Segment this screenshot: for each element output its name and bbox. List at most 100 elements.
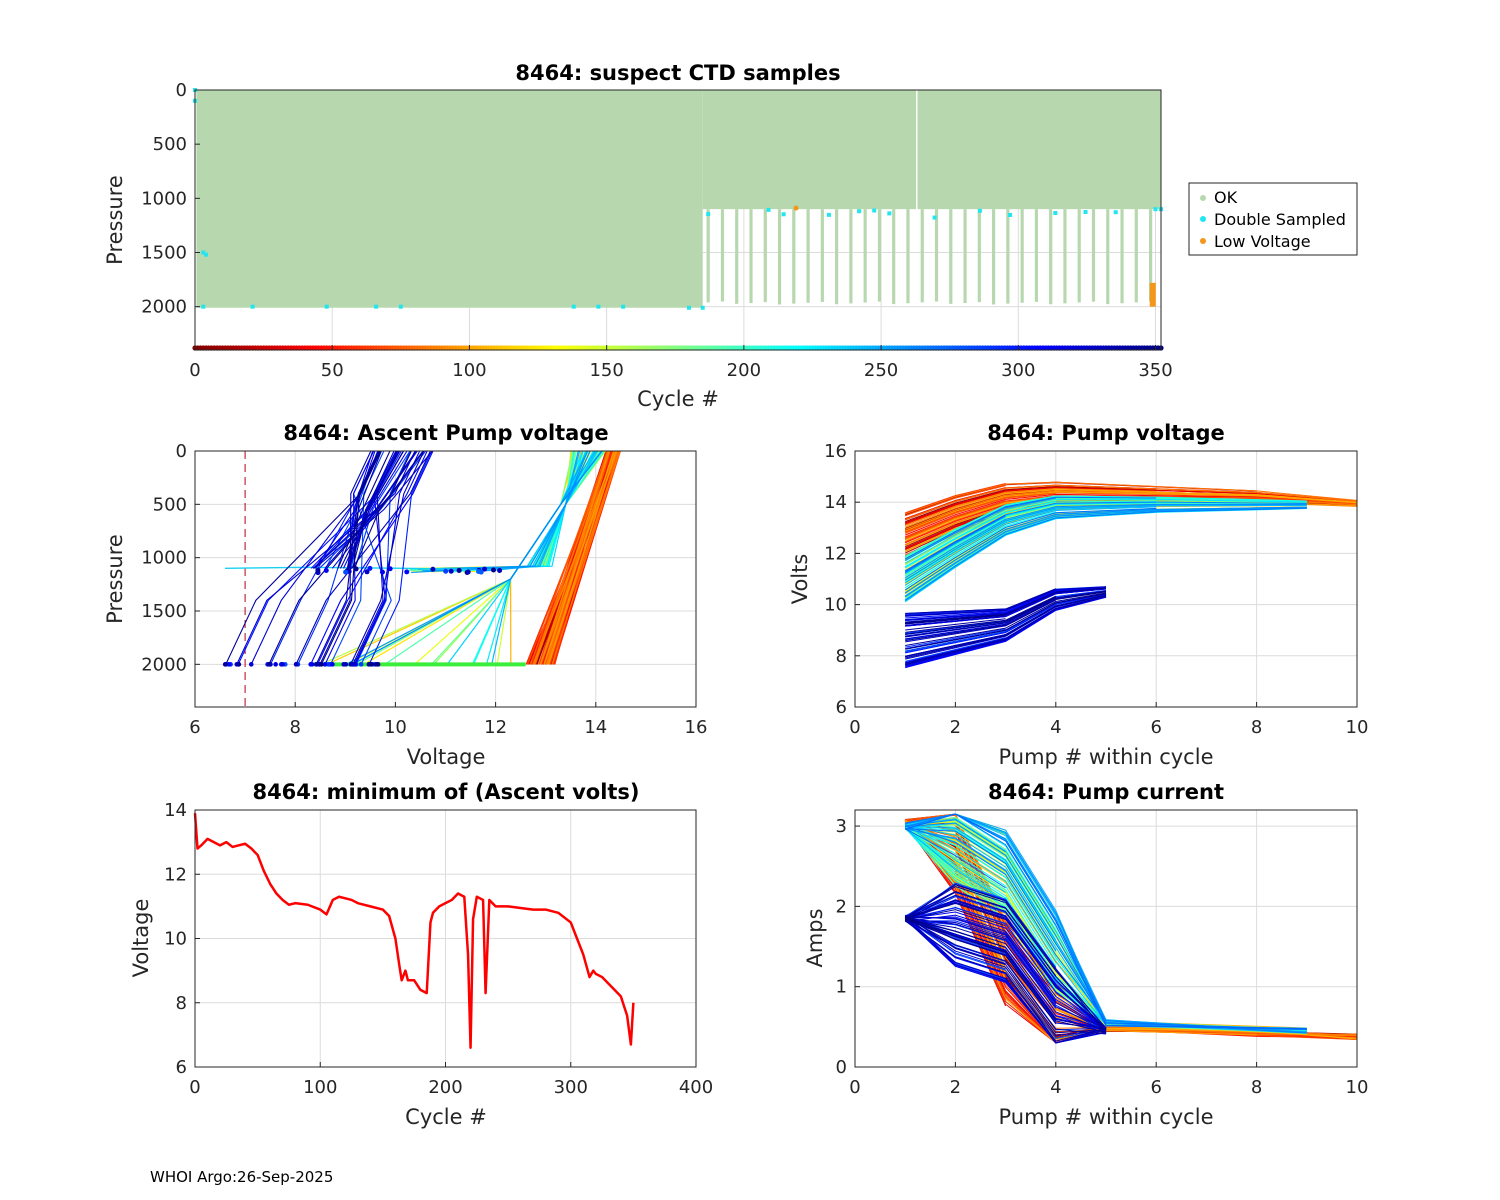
plot-frame bbox=[854, 809, 1358, 1068]
voltage-profile-line bbox=[355, 450, 411, 665]
legend-box bbox=[1188, 182, 1358, 256]
y-tick-label: 1 bbox=[836, 977, 847, 998]
chart-title: 8464: suspect CTD samples bbox=[515, 61, 840, 85]
y-tick-label: 2 bbox=[836, 896, 847, 917]
pump-current-line bbox=[905, 825, 1307, 1034]
voltage-profile-line bbox=[313, 450, 402, 569]
voltage-sample-point bbox=[315, 567, 321, 573]
voltage-sample-point bbox=[404, 569, 410, 575]
pump-voltage-line bbox=[904, 507, 1157, 591]
voltage-profile-line bbox=[352, 450, 400, 569]
panel-ascent-pump-voltage: 6 8 10 12 14 16 0 500 1000 1500 2000 8464: Ascent … bbox=[103, 421, 707, 769]
voltage-sample-point bbox=[293, 662, 299, 667]
pump-voltage-line bbox=[905, 594, 1107, 657]
pump-voltage-line bbox=[905, 614, 1006, 625]
panel-pump-current: 0 2 4 6 8 10 0 1 2 3 8464: Pump current Pump # wi… bbox=[803, 780, 1368, 1129]
voltage-profile-line bbox=[352, 450, 603, 665]
voltage-profile-line bbox=[315, 450, 379, 665]
double-sampled-point bbox=[706, 212, 711, 217]
y-tick-label: 8 bbox=[836, 646, 847, 667]
x-tick-label: 0 bbox=[189, 360, 200, 381]
pump-current-line bbox=[905, 917, 1006, 941]
pump-voltage-line bbox=[904, 506, 1307, 594]
pump-current-line bbox=[905, 911, 1107, 1030]
pump-voltage-line bbox=[905, 596, 1107, 668]
voltage-profile-line bbox=[548, 450, 617, 665]
y-tick-label: 10 bbox=[164, 929, 187, 950]
double-sampled-point bbox=[1053, 211, 1058, 216]
voltage-profile-line bbox=[337, 450, 391, 569]
voltage-profile-line bbox=[529, 450, 609, 665]
x-tick-label: 150 bbox=[589, 360, 623, 381]
pump-voltage-line bbox=[904, 504, 1307, 584]
pump-voltage-line bbox=[904, 507, 1307, 598]
pump-voltage-line bbox=[905, 593, 1107, 650]
chart-title: 8464: Ascent Pump voltage bbox=[283, 421, 608, 445]
pump-voltage-line bbox=[905, 595, 1107, 664]
double-sampled-point bbox=[324, 304, 329, 309]
voltage-sample-point bbox=[323, 568, 329, 574]
pump-current-lines bbox=[904, 813, 1358, 1044]
y-tick-label: 500 bbox=[153, 494, 187, 515]
pump-voltage-line bbox=[905, 484, 1358, 521]
y-tick-label: 0 bbox=[836, 1057, 847, 1078]
pump-voltage-line bbox=[904, 515, 1006, 574]
double-sampled-point bbox=[1113, 210, 1118, 215]
double-sampled-point bbox=[398, 304, 403, 309]
legend-marker-low-voltage bbox=[1200, 238, 1206, 244]
pump-current-line bbox=[904, 826, 1107, 1025]
double-sampled-point bbox=[766, 207, 771, 212]
pump-current-line bbox=[904, 920, 1107, 1042]
pump-current-line bbox=[904, 917, 1006, 970]
x-tick-label: 100 bbox=[452, 360, 486, 381]
pump-voltage-line bbox=[905, 637, 1006, 662]
pump-current-line bbox=[904, 828, 1006, 889]
chart-title: 8464: Pump voltage bbox=[987, 421, 1225, 445]
panel-suspect-ctd: 0 50 100 150 200 250 300 350 0 500 1000 1500 2000 84… bbox=[103, 61, 1358, 411]
pump-current-line bbox=[905, 909, 1006, 927]
ascent-voltage-profiles bbox=[222, 450, 621, 707]
pump-current-line bbox=[904, 919, 1107, 1044]
x-axis-label: Voltage bbox=[407, 745, 486, 769]
x-tick-label: 14 bbox=[584, 717, 607, 738]
pump-current-line bbox=[904, 884, 1107, 1034]
legend-label-ok: OK bbox=[1214, 188, 1238, 207]
voltage-sample-point bbox=[273, 662, 278, 667]
pump-current-line bbox=[905, 918, 1107, 1031]
x-tick-label: 2 bbox=[950, 1077, 961, 1098]
y-tick-label: 3 bbox=[836, 816, 847, 837]
voltage-sample-point bbox=[266, 662, 272, 667]
pump-voltage-line bbox=[905, 592, 1107, 647]
pump-voltage-line bbox=[904, 497, 1056, 561]
pump-current-line bbox=[904, 823, 1006, 893]
x-tick-label: 8 bbox=[1251, 717, 1262, 738]
pump-current-line bbox=[905, 813, 1307, 1031]
voltage-profile-line bbox=[320, 450, 381, 665]
pump-voltage-line bbox=[905, 482, 1006, 514]
pump-voltage-line bbox=[905, 590, 1107, 640]
x-tick-label: 8 bbox=[289, 717, 300, 738]
pump-current-line bbox=[904, 891, 1107, 1031]
y-tick-label: 1500 bbox=[141, 601, 187, 622]
double-sampled-point bbox=[872, 208, 877, 213]
double-sampled-point bbox=[826, 212, 831, 217]
legend-marker-double-sampled bbox=[1200, 216, 1206, 222]
pump-current-line bbox=[905, 907, 1107, 1029]
double-sampled-point bbox=[887, 211, 892, 216]
voltage-sample-point bbox=[358, 662, 364, 667]
pump-voltage-line bbox=[905, 624, 1006, 641]
double-sampled-point bbox=[686, 305, 691, 310]
pump-current-line bbox=[905, 824, 1057, 938]
pump-voltage-line bbox=[905, 586, 1107, 617]
pump-voltage-line bbox=[905, 618, 1006, 631]
pump-current-line bbox=[904, 823, 1057, 967]
double-sampled-point bbox=[203, 252, 208, 257]
pump-voltage-line bbox=[905, 492, 1056, 534]
voltage-sample-point bbox=[497, 568, 503, 574]
y-tick-label: 12 bbox=[164, 864, 187, 885]
y-axis-label: Amps bbox=[803, 908, 827, 967]
voltage-sample-point bbox=[348, 662, 354, 667]
y-axis-label: Pressure bbox=[103, 534, 127, 624]
pump-voltage-line bbox=[905, 615, 1006, 626]
x-axis-label: Pump # within cycle bbox=[999, 1105, 1214, 1129]
